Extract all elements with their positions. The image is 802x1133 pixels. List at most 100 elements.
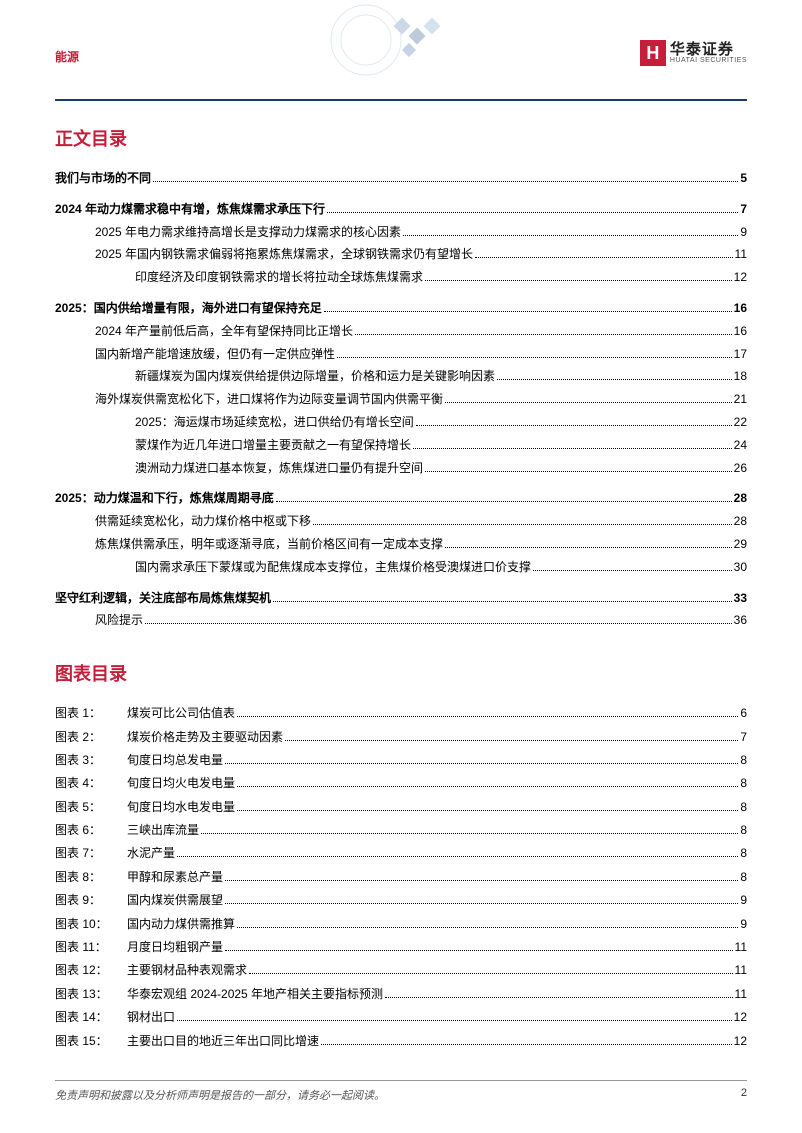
figure-label: 主要钢材品种表观需求 [127, 959, 247, 982]
toc-entry[interactable]: 蒙煤作为近几年进口增量主要贡献之一有望保持增长24 [55, 434, 747, 457]
toc-entry-label: 国内需求承压下蒙煤或为配焦煤成本支撑位，主焦煤价格受澳煤进口价支撑 [135, 556, 531, 579]
figure-prefix: 图表 12： [55, 959, 127, 982]
figure-leader-dots [225, 880, 738, 881]
figure-label: 国内动力煤供需推算 [127, 913, 235, 936]
toc-entry-label: 澳洲动力煤进口基本恢复，炼焦煤进口量仍有提升空间 [135, 457, 423, 480]
toc-entry-page: 16 [734, 297, 747, 320]
figure-entry[interactable]: 图表 5：旬度日均水电发电量8 [55, 796, 747, 819]
figure-entry[interactable]: 图表 8：甲醇和尿素总产量8 [55, 866, 747, 889]
figure-page: 9 [740, 889, 747, 912]
toc-leader-dots [445, 402, 732, 403]
figure-entry[interactable]: 图表 15：主要出口目的地近三年出口同比增速 12 [55, 1030, 747, 1053]
toc-leader-dots [145, 623, 732, 624]
logo-mark-icon: H [640, 40, 666, 66]
figure-page: 8 [740, 749, 747, 772]
toc-entry-label: 蒙煤作为近几年进口增量主要贡献之一有望保持增长 [135, 434, 411, 457]
toc-entry-page: 30 [734, 556, 747, 579]
figure-entry[interactable]: 图表 1：煤炭可比公司估值表6 [55, 702, 747, 725]
toc-entry[interactable]: 2025 年电力需求维持高增长是支撑动力煤需求的核心因素 9 [55, 221, 747, 244]
logo-chinese: 华泰证券 [670, 42, 747, 57]
toc-entry-page: 28 [734, 487, 747, 510]
figure-entry[interactable]: 图表 11：月度日均粗钢产量11 [55, 936, 747, 959]
toc-entry-label: 2025 年电力需求维持高增长是支撑动力煤需求的核心因素 [95, 221, 401, 244]
figure-leader-dots [225, 763, 738, 764]
figure-entry[interactable]: 图表 6：三峡出库流量8 [55, 819, 747, 842]
toc-entry[interactable]: 供需延续宽松化，动力煤价格中枢或下移28 [55, 510, 747, 533]
toc-entry[interactable]: 2025：海运煤市场延续宽松，进口供给仍有增长空间 22 [55, 411, 747, 434]
toc-leader-dots [425, 280, 732, 281]
figure-prefix: 图表 8： [55, 866, 127, 889]
figure-leader-dots [177, 1020, 732, 1021]
toc-entry-label: 2024 年产量前低后高，全年有望保持同比正增长 [95, 320, 353, 343]
figure-label: 甲醇和尿素总产量 [127, 866, 223, 889]
figure-page: 8 [740, 842, 747, 865]
toc-entry-page: 36 [734, 609, 747, 632]
figure-entry[interactable]: 图表 3：旬度日均总发电量 8 [55, 749, 747, 772]
page-footer: 免责声明和披露以及分析师声明是报告的一部分，请务必一起阅读。 2 [55, 1080, 747, 1103]
logo-english: HUATAI SECURITIES [670, 57, 747, 64]
figure-prefix: 图表 2： [55, 726, 127, 749]
figure-prefix: 图表 3： [55, 749, 127, 772]
toc-list: 我们与市场的不同52024 年动力煤需求稳中有增，炼焦煤需求承压下行72025 … [55, 167, 747, 632]
figure-entry[interactable]: 图表 9：国内煤炭供需展望9 [55, 889, 747, 912]
toc-entry[interactable]: 澳洲动力煤进口基本恢复，炼焦煤进口量仍有提升空间 26 [55, 457, 747, 480]
figure-entry[interactable]: 图表 12：主要钢材品种表观需求 11 [55, 959, 747, 982]
toc-entry[interactable]: 2025：动力煤温和下行，炼焦煤周期寻底28 [55, 487, 747, 510]
figure-entry[interactable]: 图表 13：华泰宏观组 2024-2025 年地产相关主要指标预测11 [55, 983, 747, 1006]
toc-leader-dots [355, 334, 732, 335]
toc-entry-label: 我们与市场的不同 [55, 167, 151, 190]
toc-entry[interactable]: 国内需求承压下蒙煤或为配焦煤成本支撑位，主焦煤价格受澳煤进口价支撑 30 [55, 556, 747, 579]
figure-leader-dots [201, 833, 738, 834]
header-divider [55, 99, 747, 101]
header-decoration-graphic [326, 0, 476, 80]
toc-entry-page: 9 [740, 221, 747, 244]
figure-page: 9 [740, 913, 747, 936]
figure-label: 旬度日均总发电量 [127, 749, 223, 772]
toc-leader-dots [425, 471, 732, 472]
toc-entry-page: 29 [734, 533, 747, 556]
toc-entry[interactable]: 炼焦煤供需承压，明年或逐渐寻底，当前价格区间有一定成本支撑29 [55, 533, 747, 556]
figure-leader-dots [237, 786, 738, 787]
toc-entry-page: 7 [740, 198, 747, 221]
toc-entry-label: 2025：海运煤市场延续宽松，进口供给仍有增长空间 [135, 411, 414, 434]
figure-entry[interactable]: 图表 2：煤炭价格走势及主要驱动因素7 [55, 726, 747, 749]
toc-entry[interactable]: 海外煤炭供需宽松化下，进口煤将作为边际变量调节国内供需平衡21 [55, 388, 747, 411]
figure-label: 旬度日均火电发电量 [127, 772, 235, 795]
toc-entry[interactable]: 印度经济及印度钢铁需求的增长将拉动全球炼焦煤需求12 [55, 266, 747, 289]
toc-entry-label: 2025 年国内钢铁需求偏弱将拖累炼焦煤需求，全球钢铁需求仍有望增长 [95, 243, 473, 266]
brand-logo: H 华泰证券 HUATAI SECURITIES [640, 40, 747, 66]
figure-entry[interactable]: 图表 4：旬度日均火电发电量8 [55, 772, 747, 795]
toc-entry-page: 18 [734, 365, 747, 388]
figure-prefix: 图表 7： [55, 842, 127, 865]
toc-entry[interactable]: 2025 年国内钢铁需求偏弱将拖累炼焦煤需求，全球钢铁需求仍有望增长11 [55, 243, 747, 266]
toc-entry-page: 26 [734, 457, 747, 480]
toc-entry[interactable]: 国内新增产能增速放缓，但仍有一定供应弹性17 [55, 343, 747, 366]
figure-entry[interactable]: 图表 14：钢材出口12 [55, 1006, 747, 1029]
figure-leader-dots [249, 973, 733, 974]
figure-prefix: 图表 11： [55, 936, 127, 959]
toc-entry-page: 22 [734, 411, 747, 434]
category-label: 能源 [55, 40, 79, 65]
toc-entry-label: 国内新增产能增速放缓，但仍有一定供应弹性 [95, 343, 335, 366]
figure-leader-dots [237, 810, 738, 811]
toc-entry[interactable]: 坚守红利逻辑，关注底部布局炼焦煤契机33 [55, 587, 747, 610]
figure-entry[interactable]: 图表 7：水泥产量8 [55, 842, 747, 865]
figure-page: 8 [740, 772, 747, 795]
figure-page: 12 [734, 1030, 747, 1053]
toc-entry[interactable]: 我们与市场的不同 5 [55, 167, 747, 190]
figure-label: 主要出口目的地近三年出口同比增速 [127, 1030, 319, 1053]
toc-entry[interactable]: 风险提示36 [55, 609, 747, 632]
toc-entry[interactable]: 新疆煤炭为国内煤炭供给提供边际增量，价格和运力是关键影响因素18 [55, 365, 747, 388]
page-number: 2 [741, 1087, 747, 1103]
figure-entry[interactable]: 图表 10：国内动力煤供需推算9 [55, 913, 747, 936]
figure-page: 11 [735, 959, 747, 982]
figure-prefix: 图表 9： [55, 889, 127, 912]
toc-entry-page: 5 [740, 167, 747, 190]
toc-entry[interactable]: 2024 年动力煤需求稳中有增，炼焦煤需求承压下行7 [55, 198, 747, 221]
toc-leader-dots [273, 601, 732, 602]
toc-entry[interactable]: 2024 年产量前低后高，全年有望保持同比正增长16 [55, 320, 747, 343]
toc-entry[interactable]: 2025：国内供给增量有限，海外进口有望保持充足16 [55, 297, 747, 320]
page-header: 能源 H 华泰证券 HUATAI SECURITIES [55, 40, 747, 95]
figure-prefix: 图表 15： [55, 1030, 127, 1053]
figure-page: 8 [740, 819, 747, 842]
